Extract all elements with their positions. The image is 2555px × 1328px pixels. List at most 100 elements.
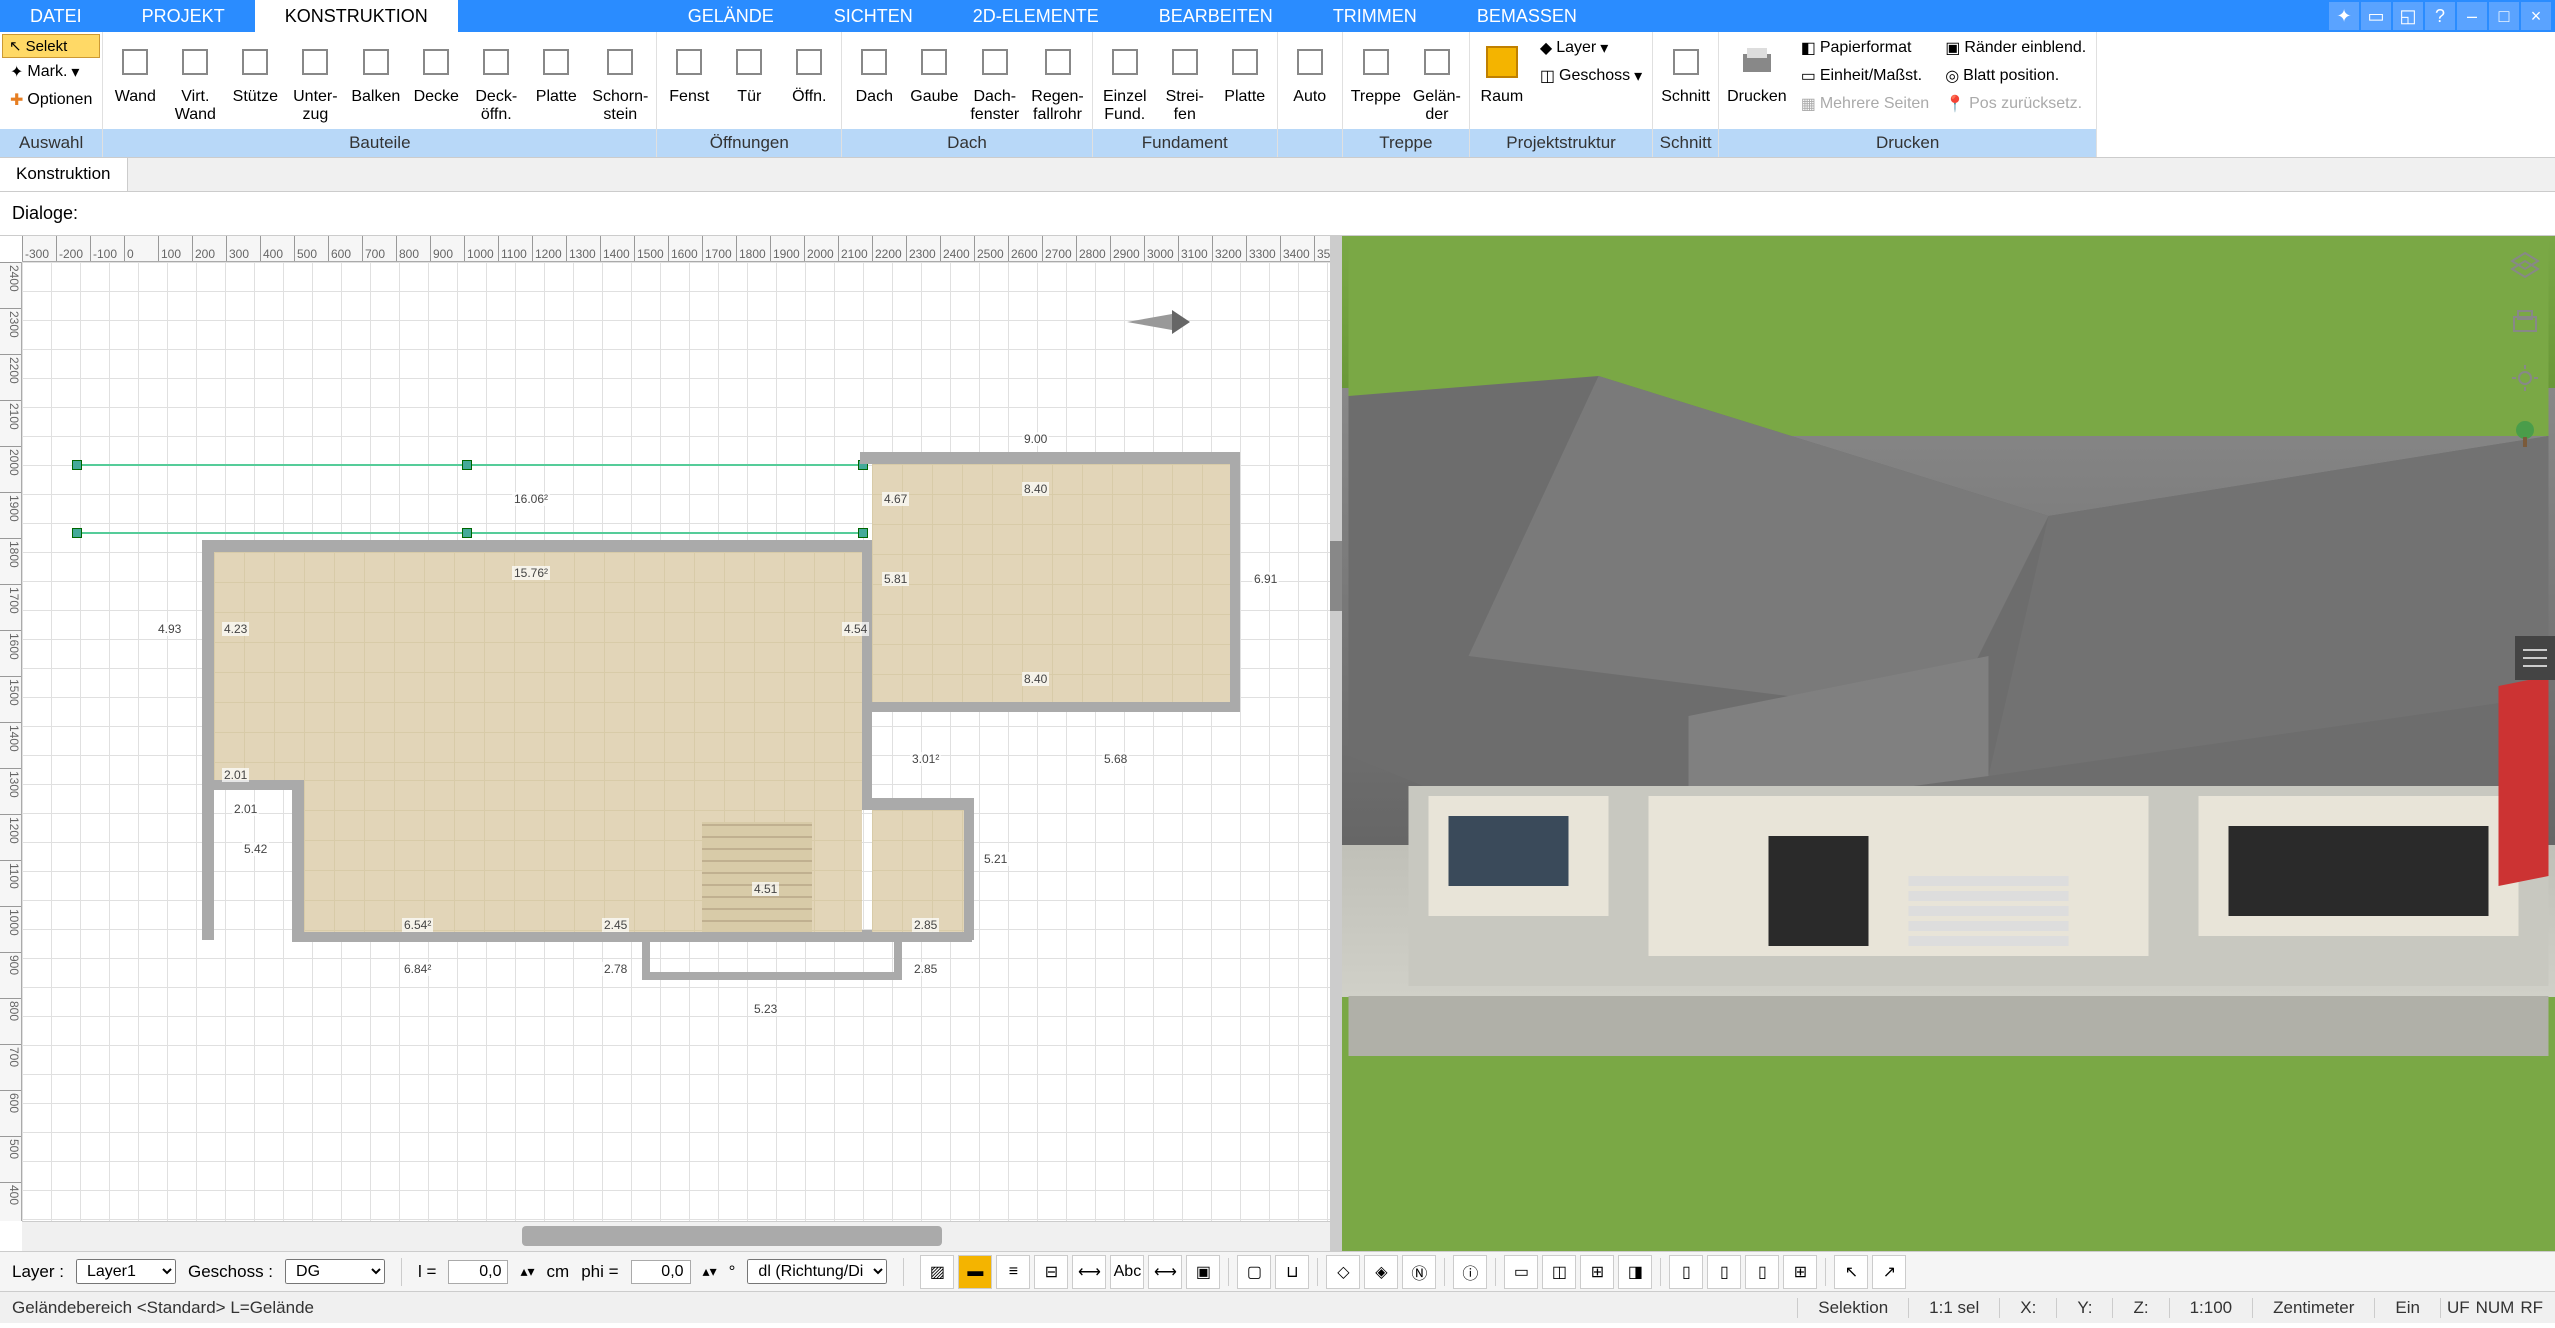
info-icon[interactable]: ⓘ [1453,1255,1487,1289]
view3d-panel[interactable] [1342,236,2555,1251]
dim-icon[interactable]: ⟷ [1072,1255,1106,1289]
plan-scrollbar-h[interactable] [22,1221,1330,1251]
plan-canvas[interactable]: 9.00 8.40 8.40 16.06² 15.76² 4.93 4.23 2… [22,262,1330,1221]
border-icon: ▣ [1945,38,1960,58]
l-input[interactable] [448,1260,508,1284]
gelnder-button[interactable]: Gelän- der [1407,34,1467,127]
dl-select[interactable]: dl (Richtung/Di [747,1259,887,1284]
layer-button[interactable]: ◆Layer ▾ [1532,34,1650,62]
furniture-icon[interactable] [2503,300,2547,344]
join-icon[interactable]: ⊔ [1275,1255,1309,1289]
selection-handle[interactable] [72,528,82,538]
splitter-handle[interactable] [1330,541,1342,611]
screen-icon[interactable]: ▭ [2361,2,2391,30]
deckffn-button[interactable]: Deck- öffn. [466,34,526,127]
virtwand-button[interactable]: Virt. Wand [165,34,225,127]
raum-button[interactable]: Raum [1472,34,1532,110]
diamond-icon[interactable]: ◇ [1326,1255,1360,1289]
einzelfund-button[interactable]: Einzel Fund. [1095,34,1155,127]
selekt-button[interactable]: ↖Selekt [2,34,100,58]
close-button[interactable]: × [2521,2,2551,30]
menu-projekt[interactable]: PROJEKT [112,0,255,32]
cursor3-icon[interactable]: ↗ [1872,1255,1906,1289]
auto-button[interactable]: Auto [1280,34,1340,110]
platte-button[interactable]: Platte [526,34,586,110]
platte-button[interactable]: Platte [1215,34,1275,110]
unterzug-button[interactable]: Unter- zug [285,34,345,127]
decke-button[interactable]: Decke [406,34,466,110]
papierformat-button[interactable]: ◧Papierformat [1793,34,1938,62]
align-icon[interactable]: ⊟ [1034,1255,1068,1289]
page2-icon[interactable]: ▯ [1707,1255,1741,1289]
splitter-vertical[interactable] [1330,236,1342,1251]
mehrere-seiten-button[interactable]: ▦Mehrere Seiten [1793,90,1938,118]
gaube-button[interactable]: Gaube [904,34,964,110]
lines-icon[interactable]: ≡ [996,1255,1030,1289]
cursor2-icon[interactable]: ↖ [1834,1255,1868,1289]
help-icon[interactable]: ? [2425,2,2455,30]
optionen-button[interactable]: ✚Optionen [2,86,100,114]
text-icon[interactable]: Abc [1110,1255,1144,1289]
view3d-drawer-handle[interactable] [2515,636,2555,680]
menu-2d-elemente[interactable]: 2D-ELEMENTE [943,0,1129,32]
menu-trimmen[interactable]: TRIMMEN [1303,0,1447,32]
drucken-button[interactable]: Drucken [1721,34,1793,110]
selection-handle[interactable] [462,460,472,470]
layers-icon[interactable] [2503,244,2547,288]
minimize-button[interactable]: – [2457,2,2487,30]
tab-konstruktion[interactable]: Konstruktion [0,158,128,191]
tr-button[interactable]: Tür [719,34,779,110]
texture-icon[interactable]: ▨ [920,1255,954,1289]
tool-icon[interactable]: ✦ [2329,2,2359,30]
streifen-button[interactable]: Strei- fen [1155,34,1215,127]
geschoss-button[interactable]: ◫Geschoss ▾ [1532,62,1650,90]
maximize-button[interactable]: □ [2489,2,2519,30]
mark-button[interactable]: ✦Mark. ▾ [2,58,100,86]
screen4-icon[interactable]: ◨ [1618,1255,1652,1289]
selection-handle[interactable] [858,528,868,538]
menu-sichten[interactable]: SICHTEN [804,0,943,32]
geschoss-select[interactable]: DG [285,1259,385,1284]
measure-icon[interactable]: ⟷ [1148,1255,1182,1289]
pos-zuruecksetz-button[interactable]: 📍Pos zurücksetz. [1937,90,2094,118]
dachfenster-button[interactable]: Dach- fenster [964,34,1025,127]
screen2-icon[interactable]: ◫ [1542,1255,1576,1289]
wand-button[interactable]: Wand [105,34,165,110]
schornstein-button[interactable]: Schorn- stein [586,34,654,127]
schnitt-button[interactable]: Schnitt [1655,34,1716,110]
fenst-button[interactable]: Fenst [659,34,719,110]
regenfallrohr-button[interactable]: Regen- fallrohr [1025,34,1089,127]
menu-bemassen[interactable]: BEMASSEN [1447,0,1607,32]
ffn-button[interactable]: Öffn. [779,34,839,110]
blatt-position-button[interactable]: ◎Blatt position. [1937,62,2094,90]
screen1-icon[interactable]: ▭ [1504,1255,1538,1289]
treppe-button[interactable]: Treppe [1345,34,1407,110]
selection-handle[interactable] [72,460,82,470]
scrollbar-thumb[interactable] [522,1226,942,1246]
tree-icon[interactable] [2503,412,2547,456]
fill-icon[interactable]: ▬ [958,1255,992,1289]
menu-bearbeiten[interactable]: BEARBEITEN [1129,0,1303,32]
menu-konstruktion[interactable]: KONSTRUKTION [255,0,458,32]
page3-icon[interactable]: ▯ [1745,1255,1779,1289]
dach-button[interactable]: Dach [844,34,904,110]
sttze-button[interactable]: Stütze [225,34,285,110]
crop-icon[interactable]: ▣ [1186,1255,1220,1289]
orbit-icon[interactable] [2503,356,2547,400]
menu-datei[interactable]: DATEI [0,0,112,32]
einheit-button[interactable]: ▭Einheit/Maßst. [1793,62,1938,90]
balken-button[interactable]: Balken [345,34,406,110]
layer-select[interactable]: Layer1 [76,1259,176,1284]
dim-label: 4.67 [882,492,909,506]
diamond2-icon[interactable]: ◈ [1364,1255,1398,1289]
window-icon[interactable]: ◱ [2393,2,2423,30]
n-icon[interactable]: Ⓝ [1402,1255,1436,1289]
raender-button[interactable]: ▣Ränder einblend. [1937,34,2094,62]
screen3-icon[interactable]: ⊞ [1580,1255,1614,1289]
menu-gelaende[interactable]: GELÄNDE [658,0,804,32]
page1-icon[interactable]: ▯ [1669,1255,1703,1289]
rect-icon[interactable]: ▢ [1237,1255,1271,1289]
selection-handle[interactable] [462,528,472,538]
table-icon[interactable]: ⊞ [1783,1255,1817,1289]
phi-input[interactable] [631,1260,691,1284]
